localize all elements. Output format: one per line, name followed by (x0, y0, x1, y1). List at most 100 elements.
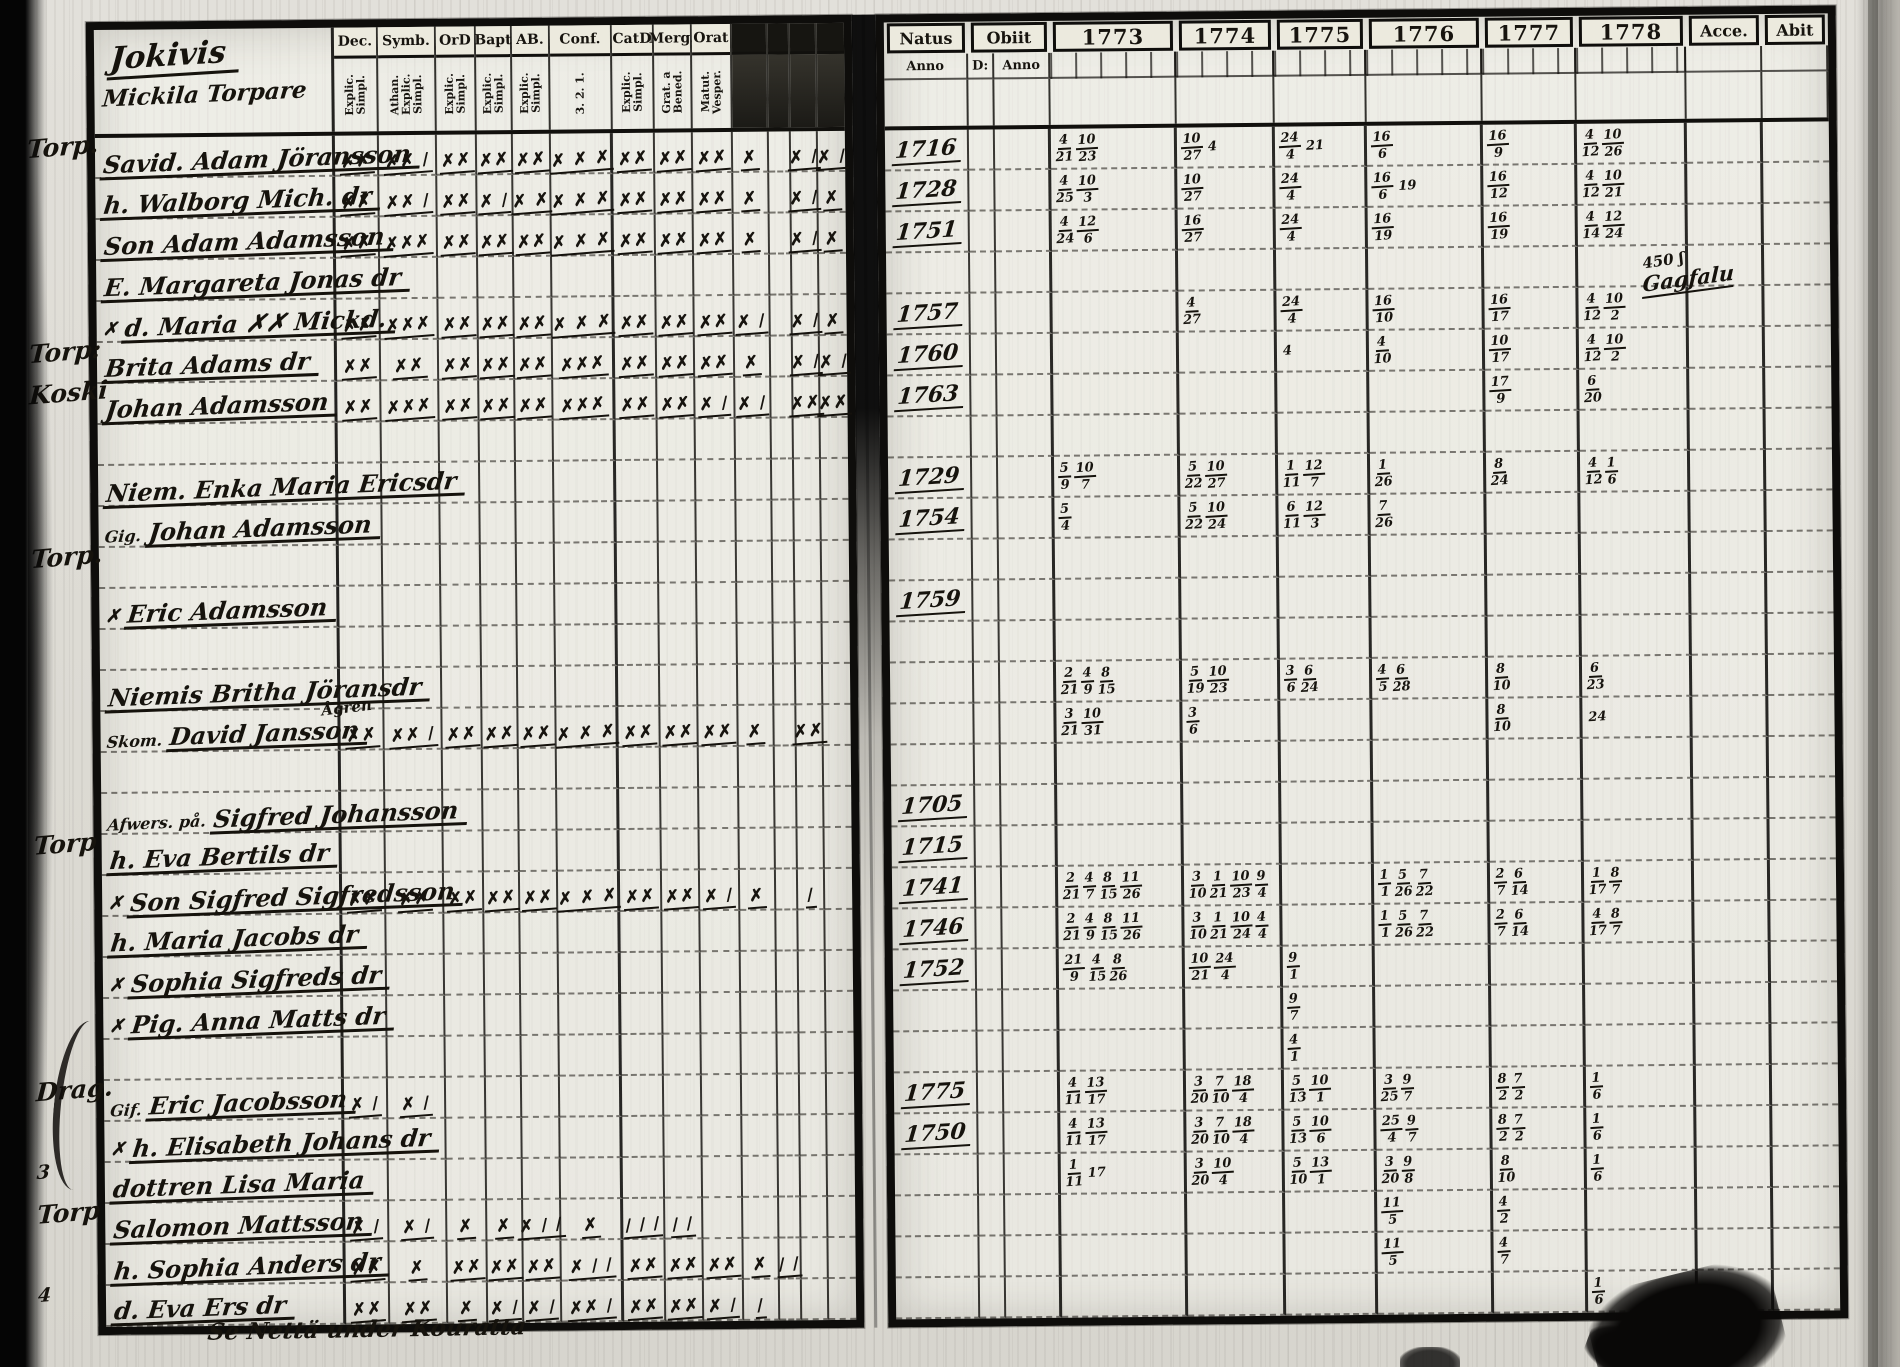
abit-cell (1770, 900, 1837, 943)
date-bottom: 21 (1060, 722, 1080, 739)
date-bottom: 21 (1062, 927, 1082, 944)
exam-mark-cell (777, 1033, 800, 1075)
exam-mark-cell: ✗✗ (703, 1238, 744, 1281)
date-top: 10 (1603, 331, 1627, 350)
exam-marks: ✗✗ (514, 313, 551, 339)
exam-marks: ✗✗ (815, 392, 852, 418)
exam-mark-cell (824, 827, 852, 870)
date-bottom: 1 (1316, 1171, 1327, 1188)
exam-marks: ✗✗ (477, 313, 514, 339)
communion-year-cell (1373, 821, 1490, 864)
exam-marks: ✗✗✗ (383, 396, 436, 422)
exam-mark-cell (555, 666, 619, 708)
communion-date: 10 27 (1180, 130, 1204, 164)
date-bottom: 6 (1286, 679, 1297, 696)
person-name-cell: ✗ Sophia Sigfreds dr (102, 955, 393, 1000)
communion-year-cell: 4 27 (1178, 290, 1277, 333)
exam-mark-cell (383, 585, 442, 628)
communion-year-cell: 8 24 (1485, 451, 1581, 494)
date-bottom: 4 (1387, 1129, 1397, 1146)
communion-year-cell (1489, 820, 1584, 863)
date-top: 24 (1278, 212, 1302, 230)
exam-marks: ✗✗ (486, 1256, 523, 1282)
exam-mark-cell (772, 541, 796, 583)
date-top: 12 (1075, 213, 1100, 232)
date-bottom: 15 (1097, 681, 1117, 698)
date-bottom: 9 (1085, 927, 1096, 944)
exam-mark-cell: ✗✗ (693, 213, 735, 256)
abit-cell (1773, 1228, 1840, 1270)
exam-mark-cell: ✗ / (734, 295, 771, 337)
date-bottom: 15 (1088, 968, 1108, 985)
exam-mark-cell: ✗✗✗ (553, 379, 616, 421)
register-row: Niemis Britha Jöransdr (99, 663, 851, 714)
exam-mark-cell: ✗ (561, 1199, 624, 1241)
communion-date: 10 1 (1308, 1072, 1332, 1105)
communion-date: 8 24 (1489, 456, 1509, 489)
date-top: 3 (1283, 663, 1298, 681)
communion-date: 7 10 (1211, 1115, 1231, 1148)
register-row: Niem. Enka Maria Ericsdr (97, 458, 849, 510)
exam-marks: ✗ (580, 1215, 602, 1240)
communion-year-cell: 16 10 (1368, 288, 1485, 331)
communion-date: 8 15 (1098, 870, 1118, 903)
column-header-sublabel (768, 54, 789, 128)
exam-mark-cell (445, 995, 486, 1037)
obiit-day-cell (973, 662, 1001, 704)
date-top: 4 (1374, 334, 1389, 352)
abit-cell (1771, 1023, 1838, 1065)
column-header-label: Dec. (333, 27, 377, 59)
communion-year-cell: 11 5 (1377, 1231, 1494, 1274)
communion-year-cell (1280, 740, 1374, 783)
communion-year-cell: 1 17 8 7 (1583, 860, 1695, 903)
exam-mark-cell (440, 503, 481, 545)
exam-mark-cell: ✗✗ (477, 298, 515, 340)
exam-marks: ✗ ✗ (510, 190, 554, 216)
communion-year-cell (1053, 373, 1180, 416)
communion-year-cell (1061, 1275, 1189, 1318)
acce-cell (1693, 860, 1771, 902)
header-fill (1274, 75, 1367, 123)
communion-year-cell: 4 17 8 7 (1584, 901, 1695, 944)
exam-mark-cell (519, 789, 558, 832)
communion-year-cell (1491, 984, 1586, 1027)
abit-cell (1763, 162, 1830, 205)
exam-mark-cell (737, 664, 775, 706)
date-top: 5 (1057, 460, 1072, 478)
exam-mark-cell (484, 953, 522, 996)
exam-marks: ✗✗ (483, 887, 520, 913)
date-top: 6 (1587, 660, 1602, 678)
communion-date: 16 19 (1370, 211, 1395, 244)
acce-cell (1689, 450, 1767, 492)
exam-mark-cell (661, 829, 700, 871)
acce-cell (1693, 819, 1770, 861)
date-top: 4 (1207, 138, 1218, 155)
obiit-year-cell (997, 415, 1054, 458)
obiit-year-cell (1001, 866, 1059, 909)
person-name: Johan Adamsson (101, 387, 341, 426)
exam-marks: / / / (622, 1214, 664, 1240)
date-bottom: 12 (1581, 184, 1601, 201)
date-top: 10 (1180, 130, 1204, 149)
column-header-sublabel: Athan. Explic. Simpl. (387, 73, 425, 116)
abit-cell (1762, 121, 1830, 164)
natus-header: Natus (886, 22, 966, 54)
date-top: 2 (1061, 665, 1076, 683)
date-bottom: 27 (1183, 147, 1203, 164)
communion-year-cell (1180, 536, 1280, 579)
birth-year-cell (895, 1236, 980, 1279)
exam-mark-cell (735, 459, 773, 501)
communion-year-cell: 6 23 (1581, 655, 1693, 698)
exam-mark-cell (826, 991, 854, 1034)
date-bottom: 17 (1588, 922, 1608, 939)
communion-year-cell: 3 10 1 21 10 23 9 4 (1183, 864, 1283, 907)
communion-date: 3 20 (1189, 1074, 1209, 1107)
obiit-year-cell (1005, 1194, 1062, 1237)
date-top: 12 (1302, 498, 1326, 517)
communion-year-cell (1183, 782, 1282, 825)
date-bottom: 28 (1392, 678, 1412, 695)
exam-marks: / (804, 885, 818, 909)
exam-mark-cell (485, 994, 522, 1037)
